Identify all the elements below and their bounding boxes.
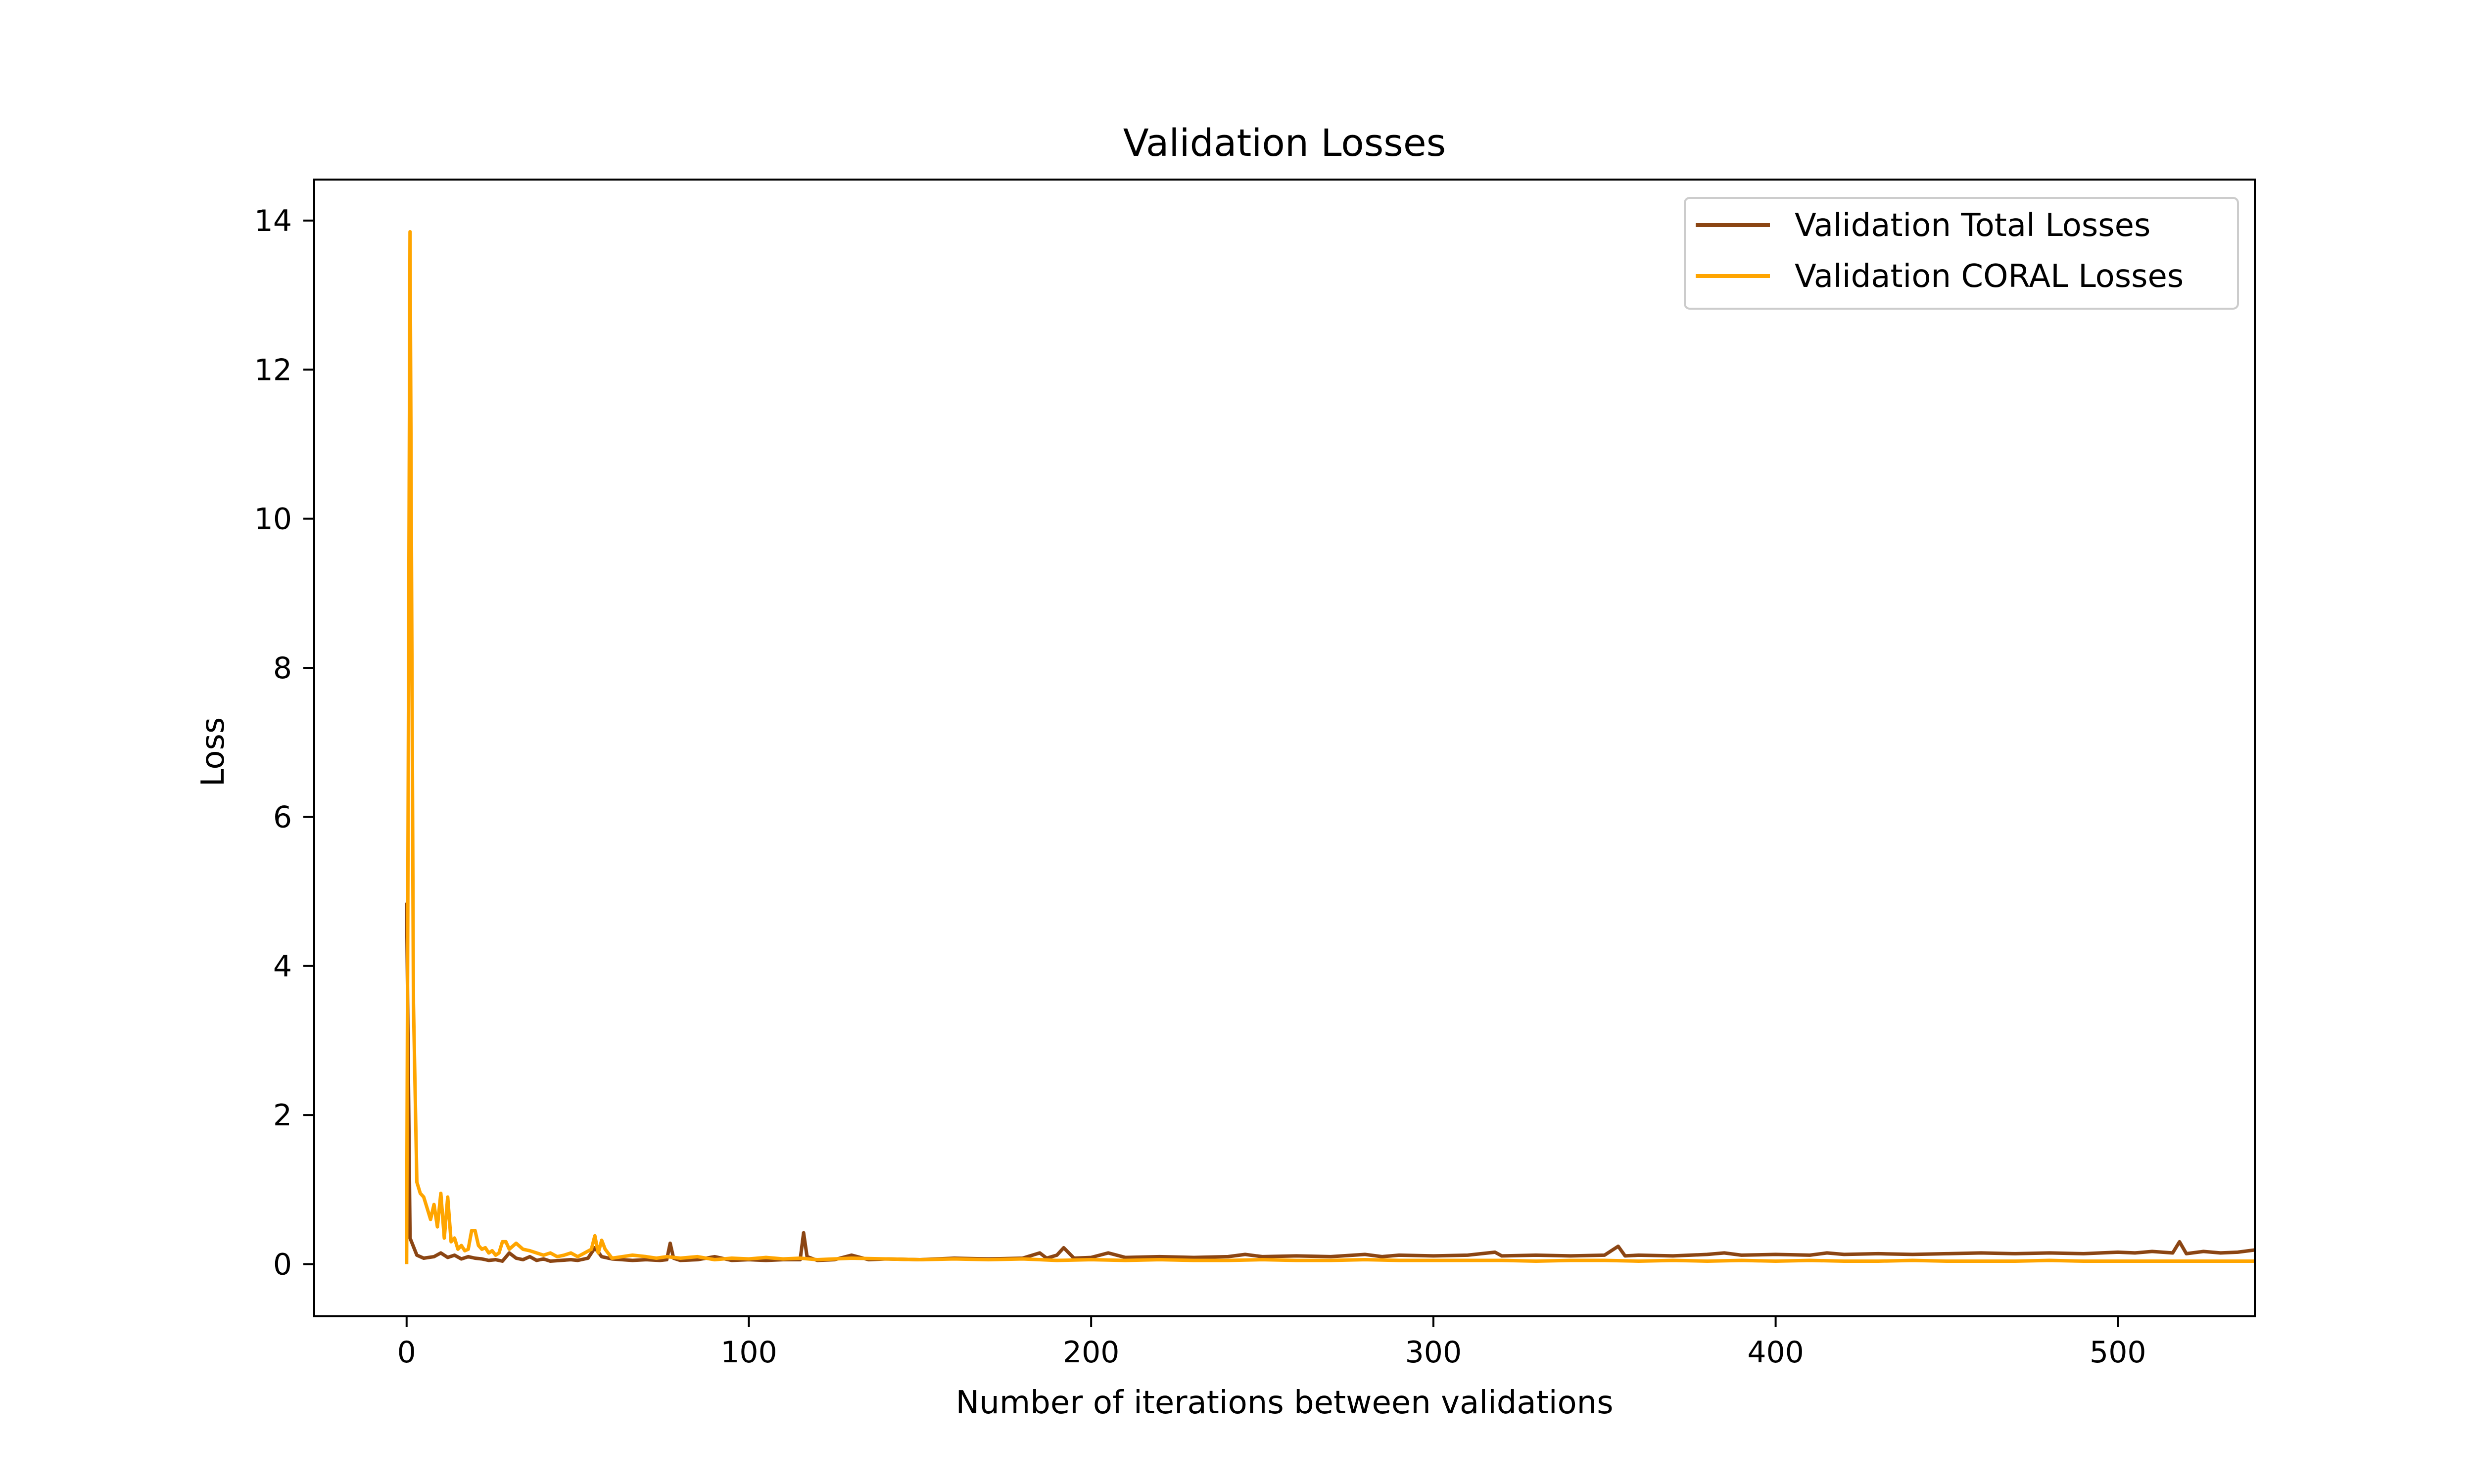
x-axis-label: Number of iterations between validations bbox=[955, 1385, 1613, 1421]
y-tick-label: 2 bbox=[273, 1098, 292, 1133]
x-tick-label: 300 bbox=[1405, 1335, 1462, 1370]
y-tick-label: 6 bbox=[273, 800, 292, 835]
x-tick-label: 100 bbox=[720, 1335, 777, 1370]
legend-label-total: Validation Total Losses bbox=[1795, 207, 2150, 244]
x-tick-label: 0 bbox=[397, 1335, 416, 1370]
x-tick-label: 400 bbox=[1747, 1335, 1804, 1370]
y-tick-label: 10 bbox=[254, 502, 292, 537]
y-axis-label: Loss bbox=[195, 717, 232, 787]
plot-frame bbox=[313, 179, 2256, 1317]
y-tick-label: 14 bbox=[254, 204, 292, 238]
legend-label-coral: Validation CORAL Losses bbox=[1795, 258, 2184, 295]
y-tick-label: 0 bbox=[273, 1248, 292, 1282]
x-tick-label: 200 bbox=[1063, 1335, 1120, 1370]
chart-title: Validation Losses bbox=[1123, 121, 1446, 165]
y-tick-label: 12 bbox=[254, 353, 292, 387]
legend: Validation Total Losses Validation CORAL… bbox=[1684, 197, 2239, 310]
x-tick-label: 500 bbox=[2090, 1335, 2146, 1370]
series-line-coral bbox=[405, 230, 2255, 1264]
y-axis-ticks: 0 2 4 6 8 10 12 14 bbox=[254, 204, 314, 1282]
x-axis-ticks: 0 100 200 300 400 500 bbox=[397, 1316, 2146, 1370]
y-tick-label: 8 bbox=[273, 651, 292, 686]
legend-box bbox=[1684, 197, 2239, 310]
y-tick-label: 4 bbox=[273, 949, 292, 984]
plot-lines bbox=[405, 230, 2255, 1264]
